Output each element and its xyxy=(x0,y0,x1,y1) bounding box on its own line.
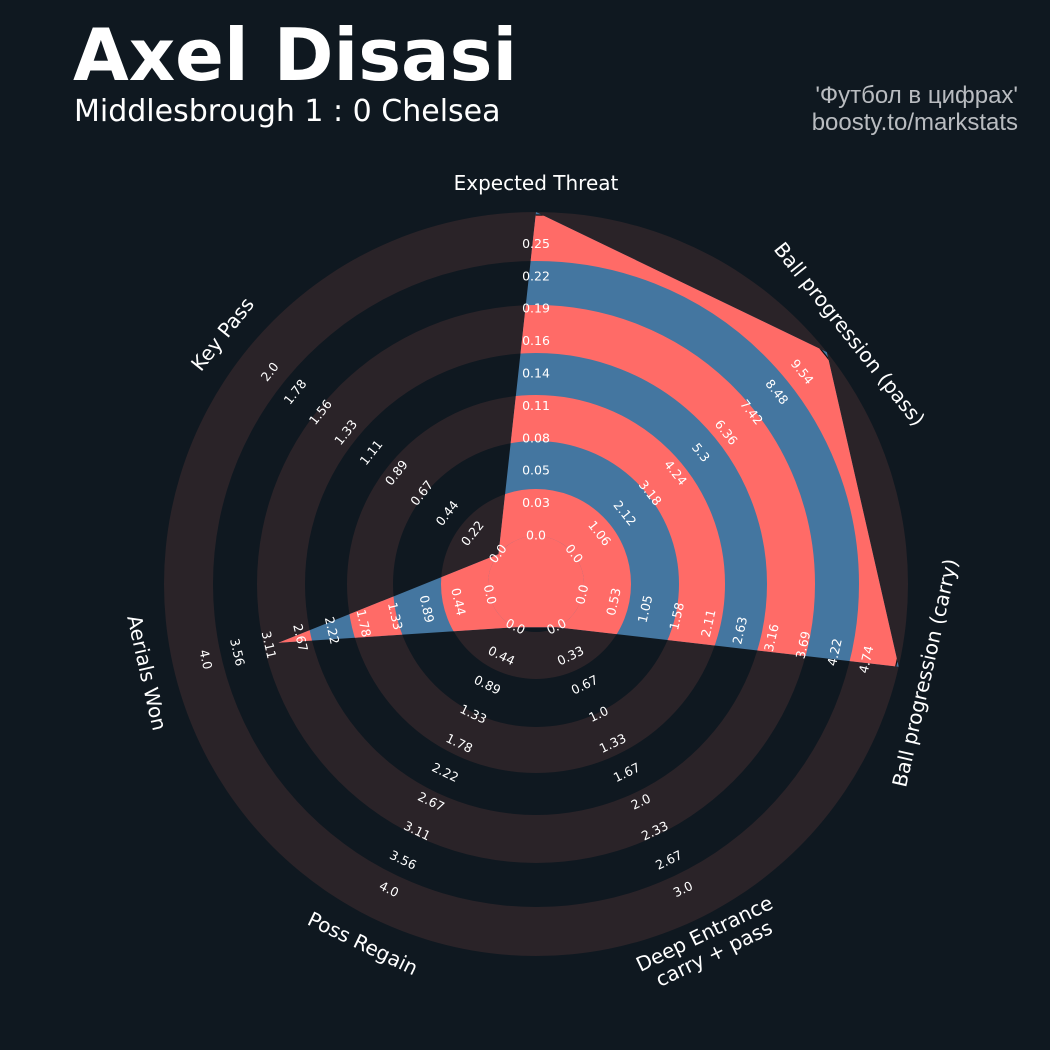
tick-label: 4.22 xyxy=(824,637,845,667)
tick-label: 0.89 xyxy=(417,594,438,625)
player-band-rim xyxy=(278,214,899,667)
tick-label: 0.22 xyxy=(522,268,550,283)
parameter-label: Aerials Won xyxy=(123,613,173,733)
credit-line-1: 'Футбол в цифрах' xyxy=(815,82,1018,109)
tick-label: 2.22 xyxy=(322,615,343,645)
tick-label: 0.05 xyxy=(522,463,550,478)
tick-label: 4.74 xyxy=(856,644,877,675)
tick-label: 2.63 xyxy=(729,615,750,645)
tick-label: 1.58 xyxy=(666,601,687,632)
tick-label: 0.25 xyxy=(522,236,550,251)
tick-label: 0.14 xyxy=(522,366,550,381)
tick-label: 2.11 xyxy=(698,608,719,638)
page-title: Axel Disasi xyxy=(73,13,518,97)
tick-label: 0.0 xyxy=(572,583,591,606)
tick-label: 2.67 xyxy=(290,622,311,652)
tick-label: 1.33 xyxy=(385,601,406,631)
parameter-label: Expected Threat xyxy=(454,171,619,195)
tick-label: 1.78 xyxy=(353,608,374,639)
tick-label: 0.11 xyxy=(522,398,550,413)
tick-label: 1.05 xyxy=(635,594,656,624)
credit-line-2: boosty.to/markstats xyxy=(811,109,1018,136)
parameter-label-line: Aerials Won xyxy=(123,613,173,733)
tick-label: 0.16 xyxy=(522,333,550,348)
tick-label: 0.53 xyxy=(603,586,624,616)
parameter-label-line: Expected Threat xyxy=(454,171,619,195)
tick-label: 3.16 xyxy=(761,622,782,653)
tick-label: 0.44 xyxy=(448,586,469,617)
tick-label: 4.0 xyxy=(196,648,215,671)
match-subtitle: Middlesbrough 1 : 0 Chelsea xyxy=(74,94,501,129)
tick-label: 0.03 xyxy=(522,495,550,510)
tick-label: 3.11 xyxy=(259,630,280,660)
tick-label: 3.56 xyxy=(227,637,248,668)
tick-label: 0.0 xyxy=(481,583,500,606)
player-center-disc xyxy=(488,536,584,632)
tick-label: 0.0 xyxy=(526,528,546,543)
tick-label: 0.08 xyxy=(522,430,550,445)
tick-label: 3.69 xyxy=(793,630,814,661)
tick-label: 0.19 xyxy=(522,301,550,316)
